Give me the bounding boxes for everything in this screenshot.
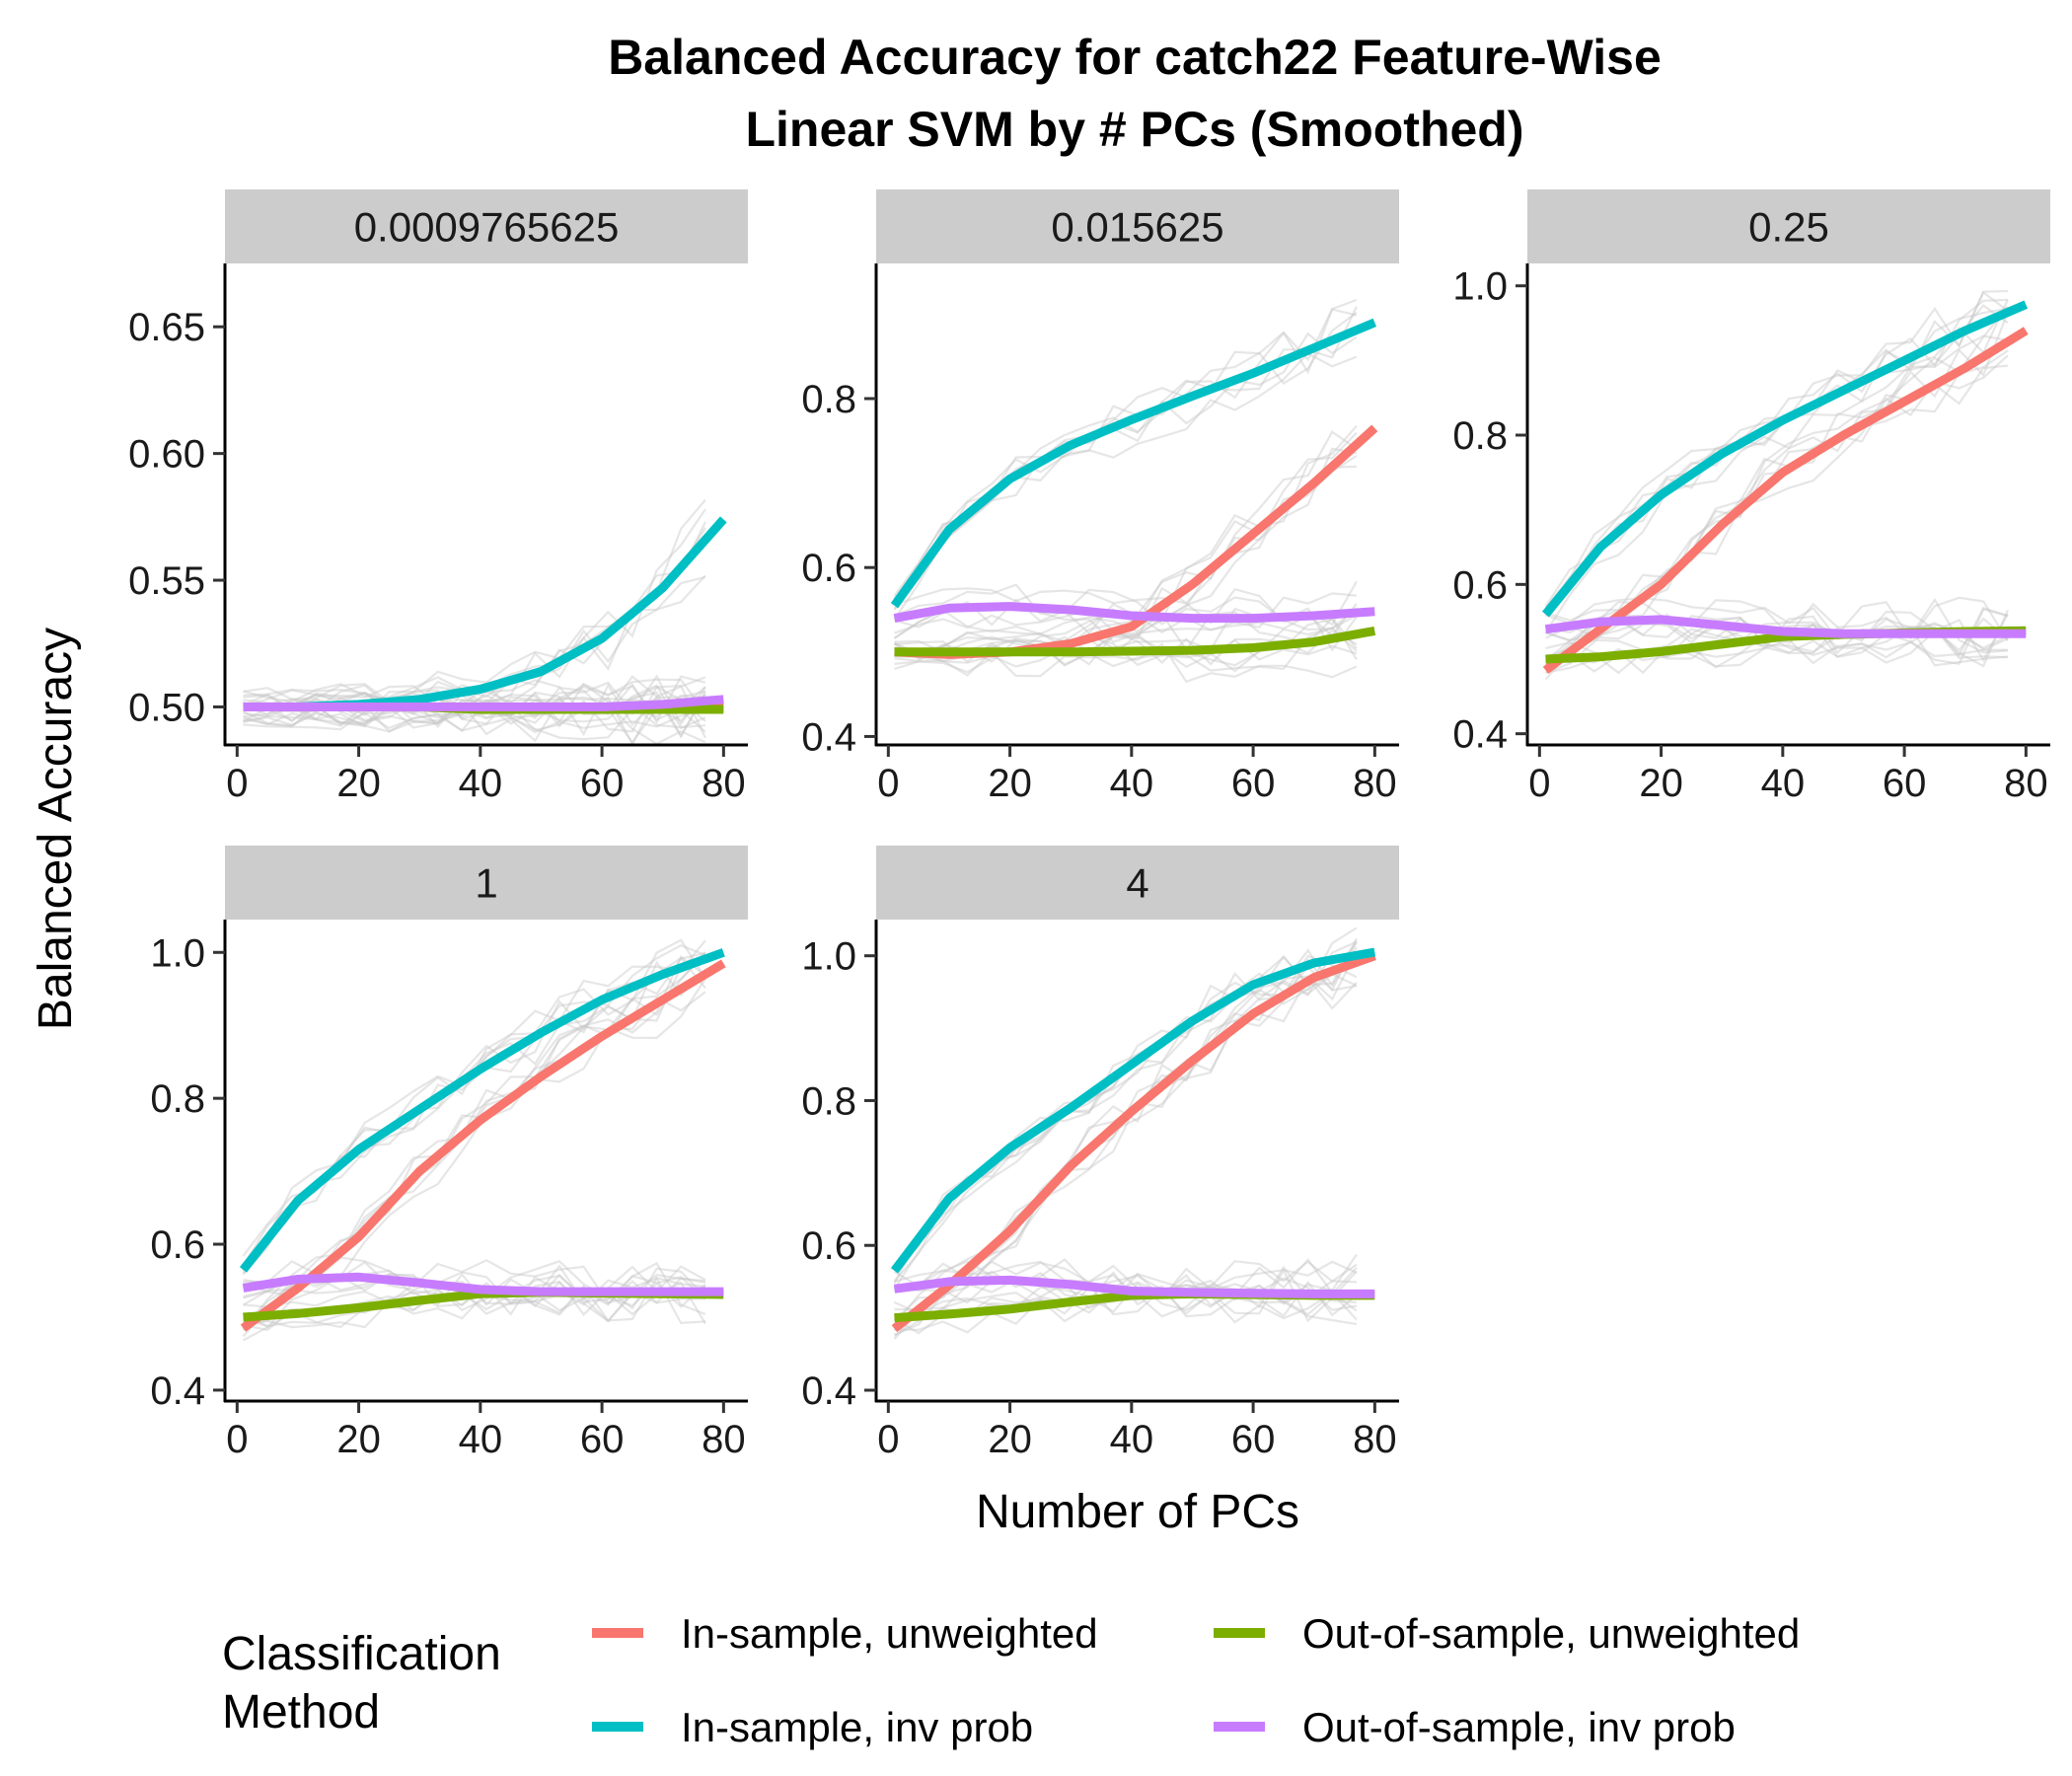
y-tick-label: 0.60 — [128, 433, 205, 477]
y-tick-label: 1.0 — [1452, 265, 1508, 309]
plot-area — [244, 500, 724, 744]
legend-entry-in-sample-unweighted: In-sample, unweighted — [592, 1610, 1098, 1657]
facet-strip-label: 0.0009765625 — [354, 204, 620, 251]
x-tick-label: 20 — [336, 762, 381, 805]
facet-panel-2: 0.015625 0.4 0.6 0.8 0 20 40 60 80 — [801, 189, 1399, 805]
y-tick-label: 0.4 — [801, 1369, 856, 1413]
x-tick-label: 0 — [1528, 762, 1550, 805]
background-trace — [244, 522, 705, 711]
x-tick-label: 40 — [459, 762, 503, 805]
x-tick-label: 80 — [1353, 762, 1397, 805]
x-tick-label: 80 — [1353, 1418, 1397, 1461]
series-line-in-sample-unweighted — [244, 963, 724, 1328]
series-line-out-of-sample-inv-prob — [895, 607, 1375, 619]
legend-entry-out-of-sample-inv-prob: Out-of-sample, inv prob — [1214, 1704, 1736, 1750]
y-tick-label: 0.6 — [801, 547, 856, 590]
x-tick-label: 40 — [1110, 762, 1154, 805]
y-tick-label: 0.6 — [150, 1223, 205, 1267]
x-tick-label: 80 — [702, 762, 746, 805]
legend-entry-in-sample-inv-prob: In-sample, inv prob — [592, 1704, 1033, 1750]
legend-label: In-sample, inv prob — [681, 1704, 1033, 1750]
x-tick-label: 60 — [1231, 1418, 1276, 1461]
facet-strip-label: 0.015625 — [1051, 204, 1223, 251]
background-trace — [895, 307, 1357, 609]
y-tick-label: 0.8 — [1452, 414, 1508, 458]
facet-panel-1: 0.0009765625 0.50 0.55 0.60 0.65 0 20 40 60 80 — [128, 189, 748, 805]
legend-label: Out-of-sample, inv prob — [1302, 1704, 1736, 1750]
facet-panel-3: 0.25 0.4 0.6 0.8 1.0 0 20 40 60 80 — [1452, 189, 2050, 805]
x-tick-label: 20 — [336, 1418, 381, 1461]
background-trace — [895, 300, 1357, 596]
chart-subtitle: Linear SVM by # PCs (Smoothed) — [745, 102, 1523, 157]
facet-panel-4: 1 0.4 0.6 0.8 1.0 0 20 40 60 80 — [150, 846, 748, 1461]
x-tick-label: 0 — [226, 762, 248, 805]
x-axis-title: Number of PCs — [976, 1486, 1299, 1538]
x-tick-label: 60 — [580, 762, 625, 805]
y-tick-label: 0.6 — [801, 1224, 856, 1268]
facet-strip-label: 0.25 — [1748, 204, 1829, 251]
x-tick-label: 0 — [877, 1418, 899, 1461]
series-line-in-sample-unweighted — [895, 956, 1375, 1329]
plot-area — [244, 940, 724, 1341]
y-tick-label: 0.8 — [801, 1079, 856, 1123]
y-tick-label: 0.4 — [1452, 713, 1508, 757]
y-tick-label: 1.0 — [801, 935, 856, 979]
y-tick-label: 0.4 — [801, 715, 856, 759]
x-tick-label: 20 — [988, 762, 1032, 805]
x-tick-label: 40 — [1761, 762, 1806, 805]
x-tick-label: 80 — [702, 1418, 746, 1461]
background-trace — [895, 310, 1357, 600]
plot-area — [1546, 291, 2027, 680]
x-tick-label: 20 — [988, 1418, 1032, 1461]
legend-label: Out-of-sample, unweighted — [1302, 1610, 1800, 1657]
x-tick-label: 60 — [1883, 762, 1927, 805]
y-tick-label: 0.55 — [128, 559, 205, 603]
legend-entry-out-of-sample-unweighted: Out-of-sample, unweighted — [1214, 1610, 1800, 1657]
y-tick-label: 0.8 — [150, 1077, 205, 1121]
background-trace — [1546, 291, 2008, 608]
x-tick-label: 80 — [2004, 762, 2048, 805]
x-tick-label: 20 — [1639, 762, 1683, 805]
legend-label: In-sample, unweighted — [681, 1610, 1098, 1657]
x-tick-label: 60 — [580, 1418, 625, 1461]
y-tick-label: 0.50 — [128, 686, 205, 729]
y-tick-label: 1.0 — [150, 931, 205, 975]
y-tick-label: 0.8 — [801, 378, 856, 421]
x-tick-label: 0 — [226, 1418, 248, 1461]
legend-title-line-2: Method — [222, 1686, 380, 1739]
facet-panel-5: 4 0.4 0.6 0.8 1.0 0 20 40 60 80 — [801, 846, 1399, 1461]
y-axis-title: Balanced Accuracy — [30, 628, 82, 1030]
legend: Classification Method In-sample, unweigh… — [222, 1610, 1800, 1750]
background-trace — [895, 353, 1357, 610]
plot-area — [895, 927, 1375, 1339]
chart-title: Balanced Accuracy for catch22 Feature-Wi… — [608, 30, 1662, 85]
series-line-in-sample-inv-prob — [1546, 305, 2027, 615]
background-trace — [1546, 300, 2008, 632]
facet-strip-label: 1 — [475, 860, 497, 907]
x-tick-label: 40 — [459, 1418, 503, 1461]
y-tick-label: 0.6 — [1452, 563, 1508, 607]
background-trace — [244, 500, 705, 702]
y-tick-label: 0.4 — [150, 1369, 205, 1413]
y-tick-label: 0.65 — [128, 306, 205, 349]
x-tick-label: 60 — [1231, 762, 1276, 805]
x-tick-label: 40 — [1110, 1418, 1154, 1461]
legend-title-line-1: Classification — [222, 1628, 501, 1680]
x-tick-label: 0 — [877, 762, 899, 805]
plot-area — [895, 300, 1375, 682]
facet-strip-label: 4 — [1126, 860, 1148, 907]
